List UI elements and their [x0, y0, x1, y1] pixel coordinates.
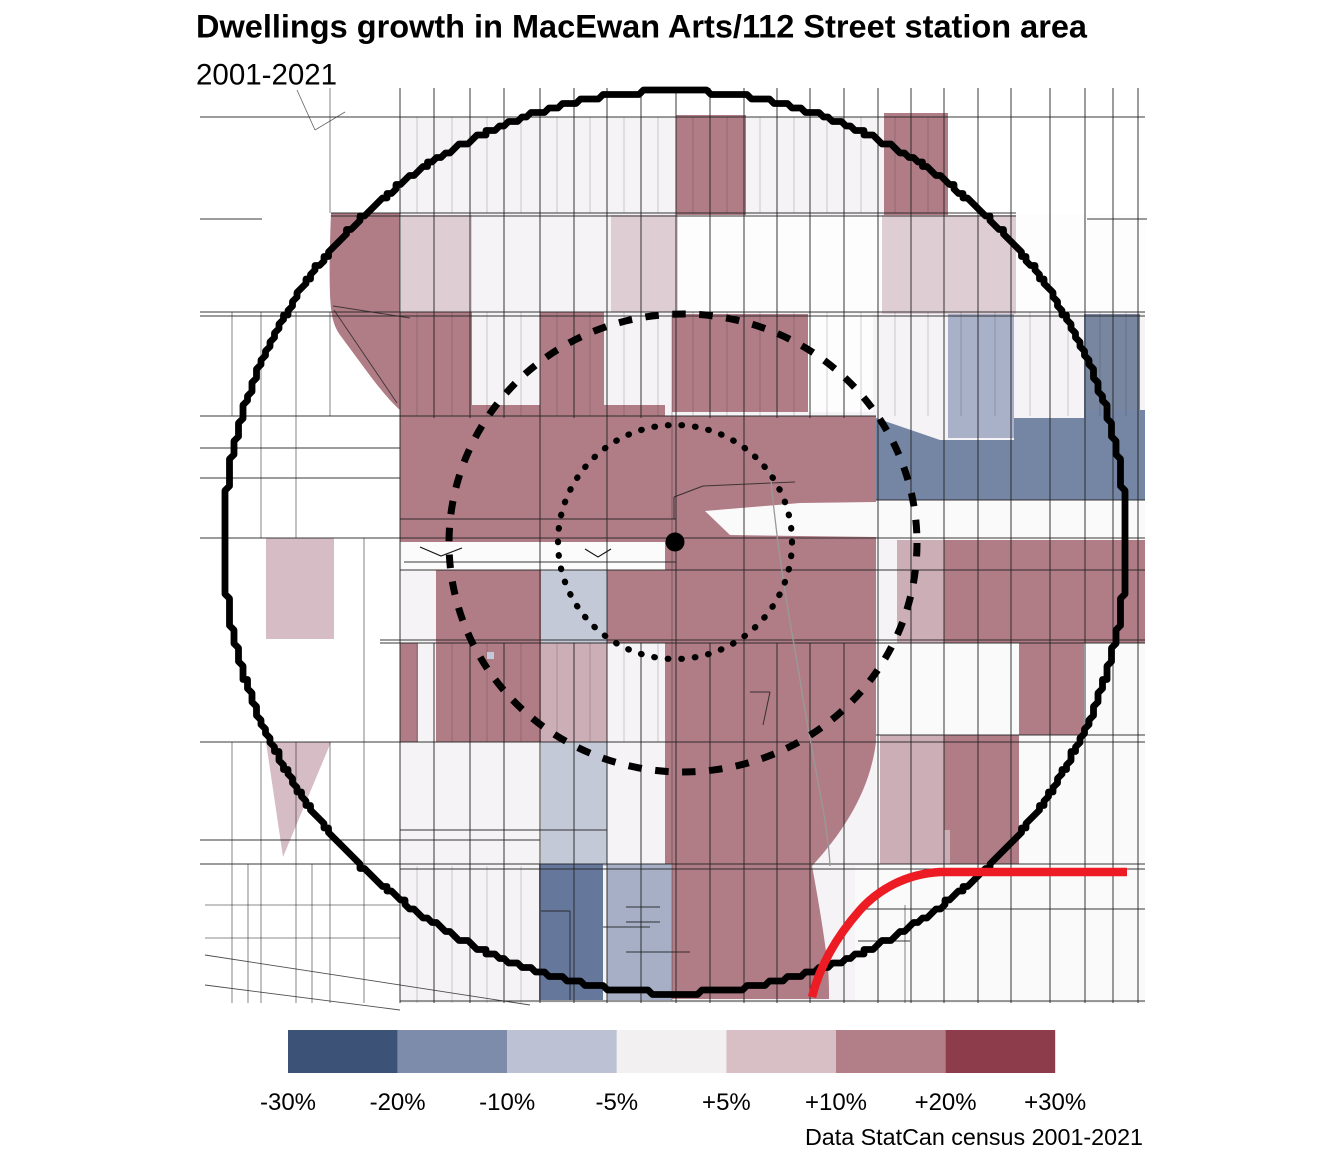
svg-text:+30%: +30% [1024, 1089, 1086, 1116]
svg-text:+20%: +20% [915, 1089, 977, 1116]
svg-text:Dwellings growth in MacEwan Ar: Dwellings growth in MacEwan Arts/112 Str… [196, 9, 1088, 45]
svg-text:+5%: +5% [702, 1089, 751, 1116]
svg-text:-30%: -30% [260, 1089, 316, 1116]
svg-text:-20%: -20% [370, 1089, 426, 1116]
svg-text:-5%: -5% [595, 1089, 638, 1116]
svg-text:2001-2021: 2001-2021 [196, 59, 337, 92]
svg-text:-10%: -10% [479, 1089, 535, 1116]
svg-text:Data StatCan census 2001-2021: Data StatCan census 2001-2021 [805, 1124, 1143, 1150]
svg-text:+10%: +10% [805, 1089, 867, 1116]
